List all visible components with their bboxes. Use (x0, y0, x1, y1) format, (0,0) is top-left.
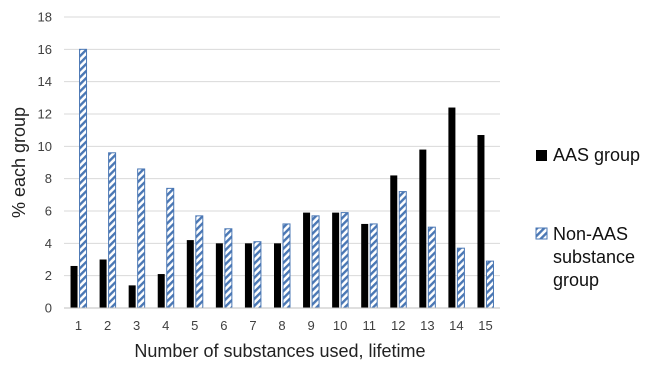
aas-bar-13 (419, 149, 427, 308)
aas-bar-10 (332, 212, 340, 308)
non-aas-bar-7 (253, 241, 262, 309)
y-tick-label: 2 (45, 268, 52, 283)
legend: AAS group Non-AAS substance group (535, 145, 640, 290)
x-tick-label: 12 (391, 318, 405, 333)
aas-bar-15 (477, 135, 485, 308)
x-tick-label: 11 (362, 318, 376, 333)
y-tick-label: 12 (38, 107, 52, 122)
legend-label-non-aas: Non-AAS substance group (553, 224, 635, 290)
y-tick-label: 6 (45, 204, 52, 219)
legend-swatch-non-aas (535, 227, 548, 240)
x-tick-label: 14 (449, 318, 463, 333)
aas-bar-6 (215, 243, 223, 308)
non-aas-bar-3 (137, 168, 146, 309)
x-tick-label: 13 (420, 318, 434, 333)
aas-bar-12 (390, 175, 398, 308)
x-tick-label: 4 (162, 318, 169, 333)
x-tick-label: 5 (191, 318, 198, 333)
aas-bar-9 (303, 212, 311, 308)
legend-swatch-aas (536, 150, 547, 161)
y-tick-label: 8 (45, 171, 52, 186)
non-aas-bar-5 (195, 215, 204, 309)
x-tick-label: 8 (278, 318, 285, 333)
y-tick-label: 4 (45, 236, 52, 251)
gridlines (64, 16, 500, 277)
non-aas-bar-10 (340, 212, 349, 309)
y-axis-title: % each group (9, 107, 29, 218)
aas-bar-2 (99, 259, 107, 308)
non-aas-bar-2 (108, 152, 117, 309)
non-aas-bar-4 (166, 187, 175, 309)
x-tick-label: 15 (478, 318, 492, 333)
x-tick-label: 10 (333, 318, 347, 333)
non-aas-bar-9 (311, 215, 320, 309)
x-axis-title: Number of substances used, lifetime (134, 341, 425, 361)
aas-bar-1 (70, 265, 78, 308)
y-tick-label: 10 (38, 139, 52, 154)
non-aas-bar-13 (427, 226, 436, 309)
legend-label-line: group (553, 270, 599, 290)
x-tick-label: 6 (220, 318, 227, 333)
aas-bar-7 (244, 243, 252, 308)
non-aas-bar-11 (369, 223, 378, 309)
aas-bar-3 (128, 285, 136, 308)
x-tick-label: 9 (307, 318, 314, 333)
aas-bar-4 (157, 274, 165, 308)
aas-bar-14 (448, 107, 456, 309)
legend-label-aas: AAS group (553, 145, 640, 165)
x-tick-label: 1 (75, 318, 82, 333)
legend-label-line: substance (553, 247, 635, 267)
legend-label-line: Non-AAS (553, 224, 628, 244)
aas-bar-11 (361, 223, 369, 308)
non-aas-bar-14 (456, 247, 465, 309)
y-tick-label: 18 (38, 10, 52, 25)
y-tick-label: 16 (38, 42, 52, 57)
x-tick-label: 7 (249, 318, 256, 333)
non-aas-bar-8 (282, 223, 291, 309)
non-aas-bar-1 (79, 48, 88, 309)
non-aas-bar-12 (398, 191, 407, 309)
non-aas-bar-15 (485, 260, 494, 309)
x-tick-label: 2 (104, 318, 111, 333)
y-tick-label: 14 (38, 74, 52, 89)
aas-bar-5 (186, 240, 194, 308)
non-aas-bar-6 (224, 228, 233, 309)
aas-bar-8 (274, 243, 281, 308)
y-tick-label: 0 (45, 301, 52, 316)
x-tick-label: 3 (133, 318, 140, 333)
